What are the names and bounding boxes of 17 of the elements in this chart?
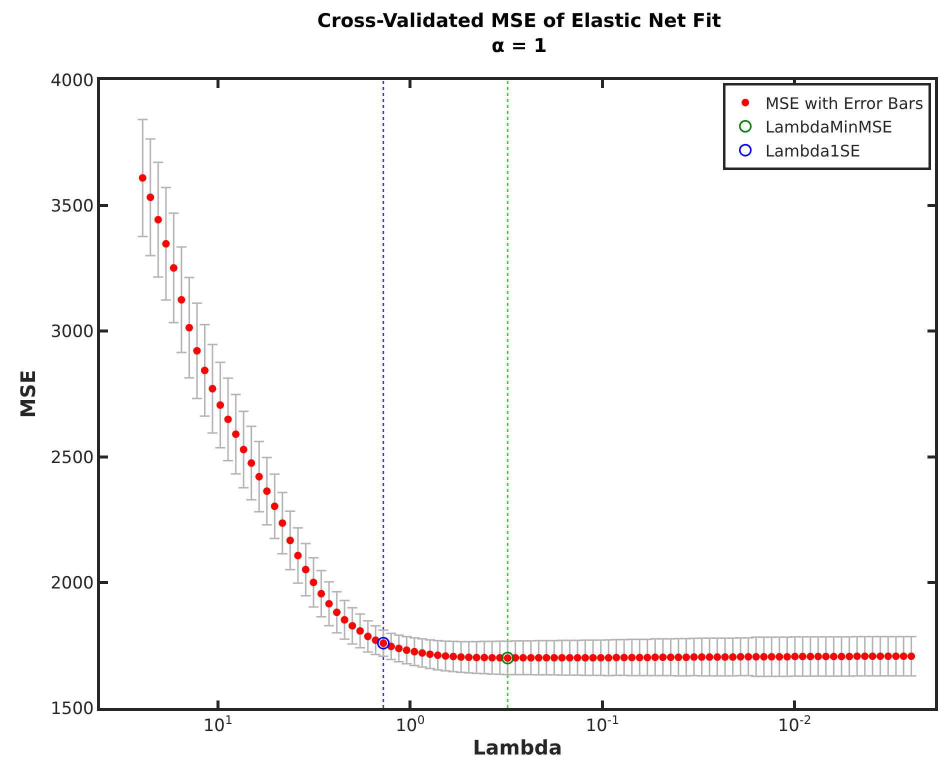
x-axis-title: Lambda — [472, 736, 562, 760]
x-tick-label: 10$^{1}$ — [203, 713, 233, 736]
legend-label: LambdaMinMSE — [765, 118, 892, 137]
y-tick-label: 4000 — [50, 70, 94, 91]
y-tick-label: 1500 — [50, 698, 94, 719]
chart-title: Cross-Validated MSE of Elastic Net Fit — [317, 10, 722, 32]
y-tick-label: 3000 — [50, 322, 94, 342]
x-tick-label: 10$^{-1}$ — [586, 713, 620, 736]
x-tick-label: 10$^{0}$ — [396, 713, 425, 736]
legend-label: Lambda1SE — [765, 141, 860, 160]
y-tick-label: 3500 — [50, 196, 94, 217]
y-axis-title: MSE — [16, 370, 40, 418]
chart-subtitle: α = 1 — [491, 34, 547, 57]
y-tick-label: 2000 — [50, 573, 94, 594]
x-tick-label: 10$^{-2}$ — [778, 713, 812, 736]
y-tick-label: 2500 — [50, 448, 94, 468]
legend-label: MSE with Error Bars — [765, 94, 924, 113]
